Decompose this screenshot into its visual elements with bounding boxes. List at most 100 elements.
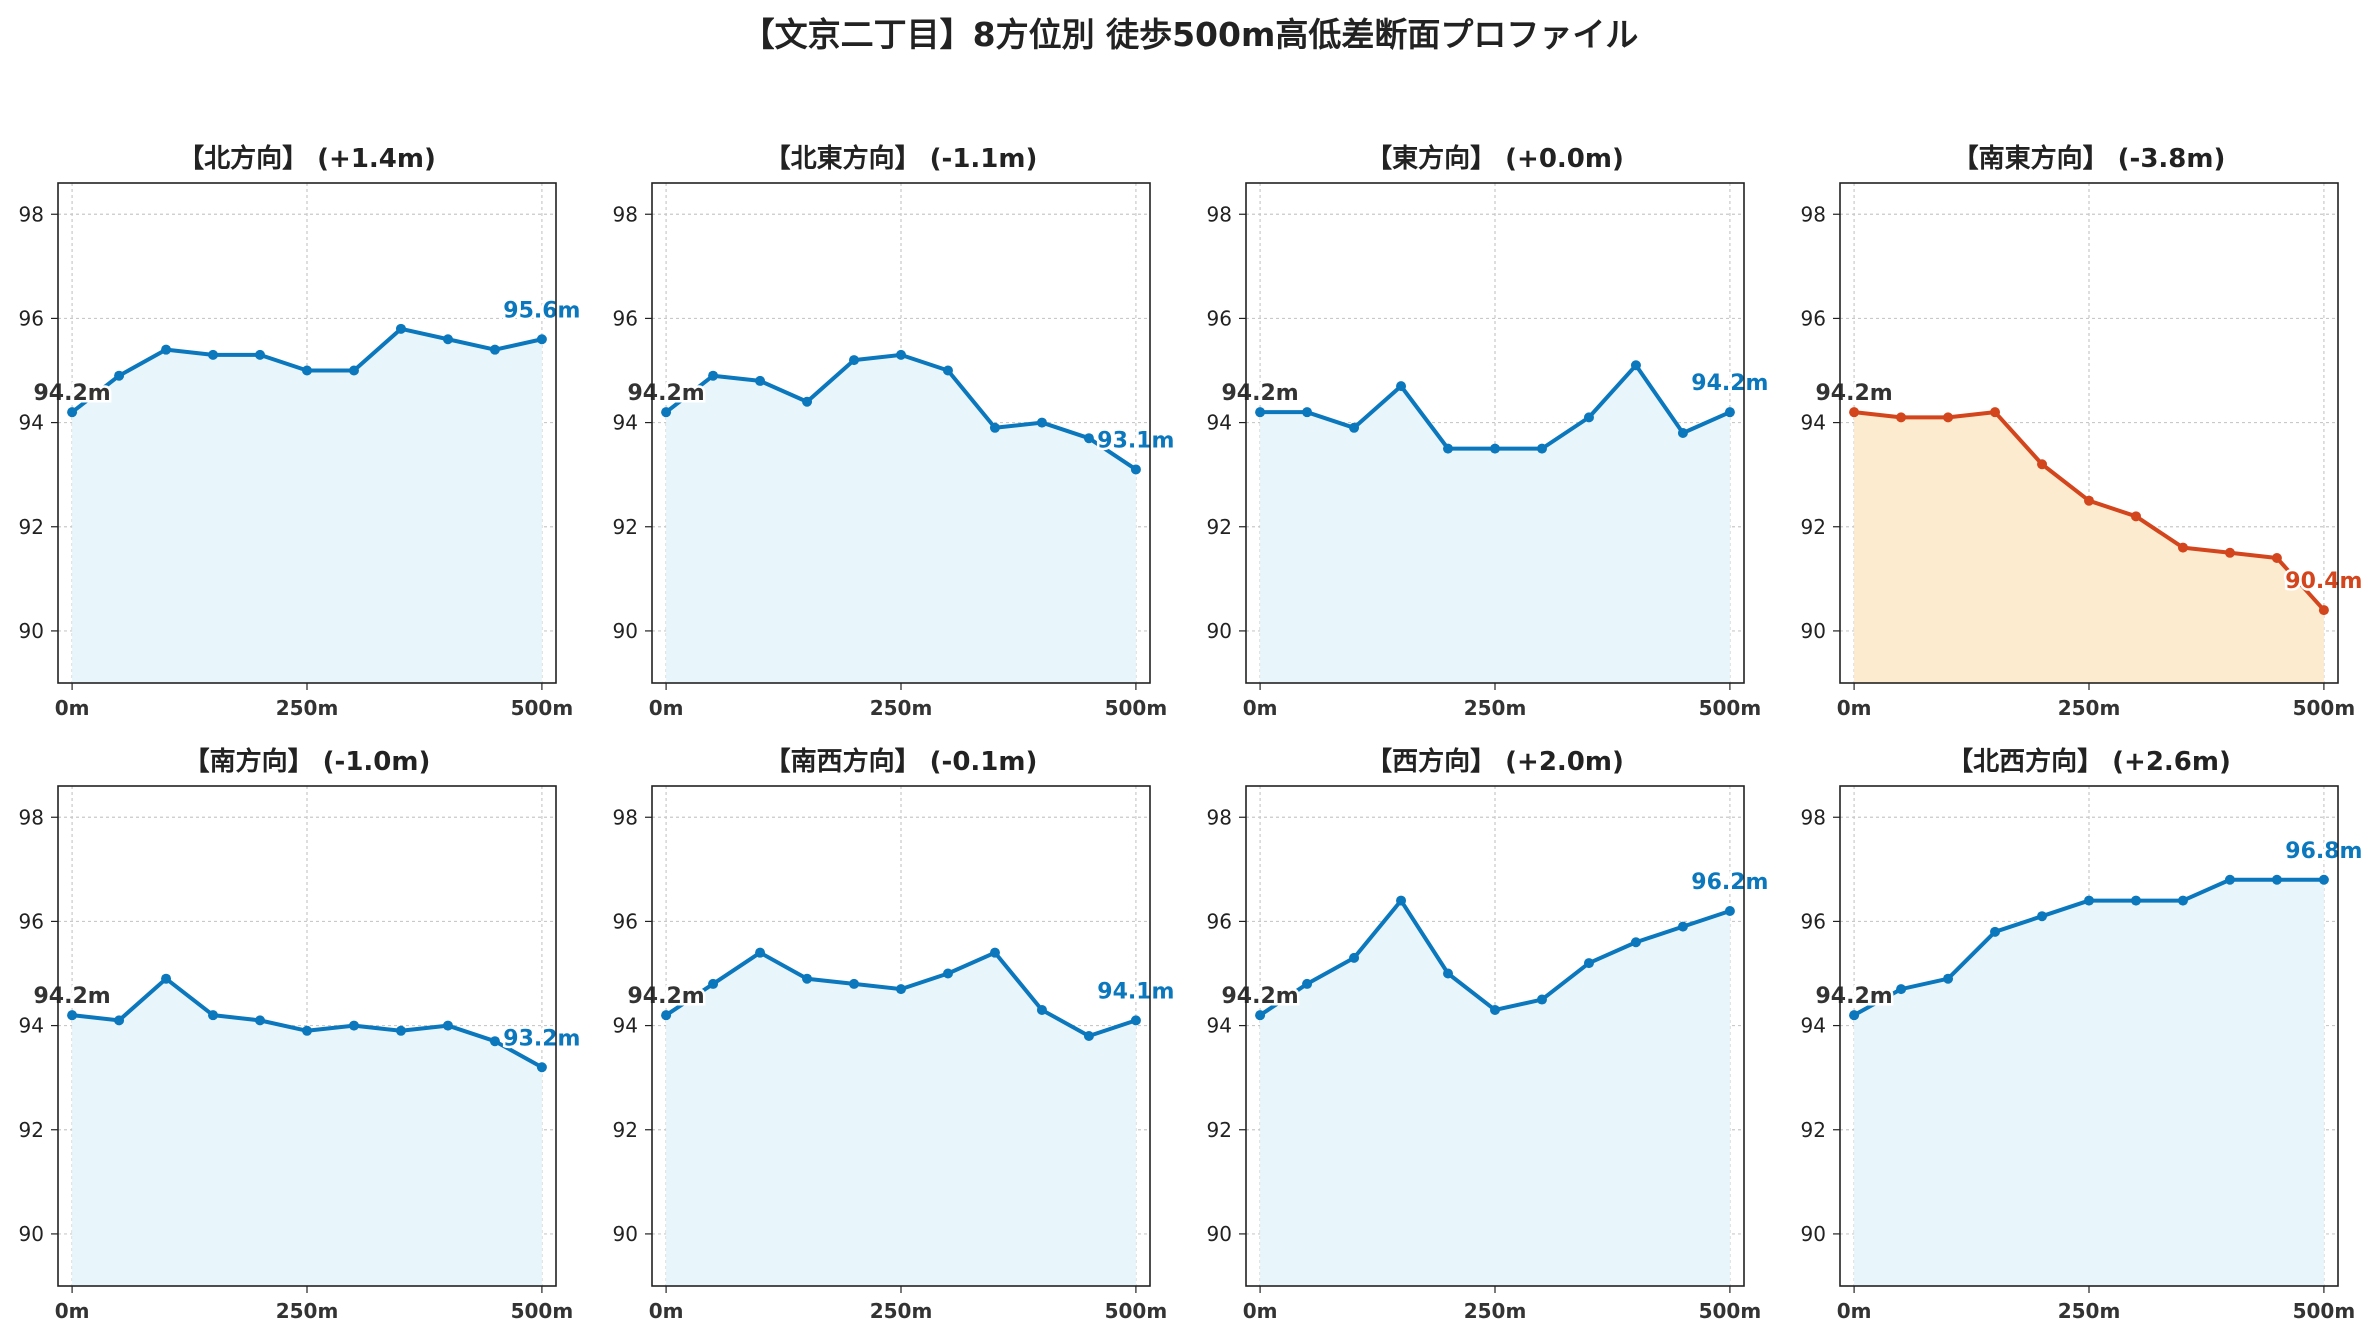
- data-point: [1396, 895, 1407, 906]
- chart-panel: 【東方向】 (+0.0m) 90 92 94 96 98 0m 250m 500m 94.2m 94…: [1207, 143, 1771, 720]
- x-tick-label: 500m: [1105, 696, 1168, 720]
- data-point: [661, 407, 672, 418]
- data-point: [1943, 412, 1954, 423]
- data-point: [1896, 412, 1907, 423]
- data-point: [942, 365, 953, 376]
- plot-frame: [1245, 785, 1745, 1287]
- y-tick-label: 96: [613, 909, 638, 933]
- y-tick-label: 90: [613, 1222, 638, 1246]
- x-tick-label: 0m: [649, 1299, 684, 1323]
- data-point: [1990, 926, 2001, 937]
- end-elevation-label: 93.2m: [503, 1026, 580, 1051]
- data-point: [2318, 874, 2329, 885]
- x-tick-label: 0m: [55, 696, 90, 720]
- end-elevation-label: 95.6m: [503, 298, 580, 323]
- y-tick-label: 96: [1207, 306, 1232, 330]
- x-tick-label: 500m: [511, 1299, 574, 1323]
- data-point: [208, 349, 219, 360]
- data-point: [161, 344, 172, 355]
- data-point: [489, 344, 500, 355]
- data-point: [802, 396, 813, 407]
- data-point: [1443, 443, 1454, 454]
- data-point: [989, 947, 1000, 958]
- y-tick-label: 94: [1207, 411, 1232, 435]
- y-tick-label: 90: [1801, 1222, 1826, 1246]
- x-tick-label: 500m: [1699, 696, 1762, 720]
- chart-panel: 【北東方向】 (-1.1m) 90 92 94 96 98 0m 250m 500m 94.2m 9…: [613, 143, 1177, 720]
- plot-frame: [57, 785, 557, 1287]
- data-point: [2271, 874, 2282, 885]
- data-point: [1536, 994, 1547, 1005]
- data-point: [1083, 1031, 1094, 1041]
- x-tick-label: 0m: [55, 1299, 90, 1323]
- data-point: [442, 1020, 453, 1031]
- y-tick-label: 96: [19, 306, 44, 330]
- start-elevation-label: 94.2m: [627, 984, 704, 1009]
- y-tick-label: 98: [1801, 202, 1826, 226]
- x-tick-label: 250m: [2058, 1299, 2121, 1323]
- chart-title: 【北西方向】 (+2.6m): [1947, 746, 2231, 777]
- y-tick-label: 98: [1207, 805, 1232, 829]
- chart-panel: 【北西方向】 (+2.6m) 90 92 94 96 98 0m 250m 500m 94.2m 9…: [1801, 746, 2365, 1323]
- x-tick-label: 0m: [649, 696, 684, 720]
- x-tick-label: 0m: [1243, 1299, 1278, 1323]
- data-point: [1583, 412, 1594, 423]
- y-tick-label: 96: [613, 306, 638, 330]
- y-tick-label: 92: [1801, 515, 1826, 539]
- x-tick-label: 0m: [1243, 696, 1278, 720]
- data-point: [2037, 911, 2048, 922]
- data-point: [67, 407, 78, 418]
- y-tick-label: 90: [1207, 619, 1232, 643]
- data-point: [1490, 1004, 1500, 1015]
- data-point: [2084, 895, 2094, 906]
- start-elevation-label: 94.2m: [1221, 381, 1298, 406]
- data-point: [67, 1010, 78, 1021]
- data-point: [849, 355, 860, 366]
- y-tick-label: 94: [613, 1014, 638, 1038]
- y-tick-label: 90: [1207, 1222, 1232, 1246]
- y-tick-label: 98: [1207, 202, 1232, 226]
- chart-title: 【南東方向】 (-3.8m): [1953, 143, 2226, 174]
- data-point: [1443, 968, 1454, 979]
- data-point: [942, 968, 953, 979]
- data-point: [1943, 973, 1954, 984]
- start-elevation-label: 94.2m: [627, 381, 704, 406]
- data-point: [536, 1062, 547, 1073]
- x-tick-label: 500m: [511, 696, 574, 720]
- data-point: [849, 978, 860, 989]
- data-point: [1130, 1015, 1141, 1026]
- chart-panel: 【南東方向】 (-3.8m) 90 92 94 96 98 0m 250m 500m 94.2m 9…: [1801, 143, 2365, 720]
- end-elevation-label: 96.8m: [2285, 839, 2362, 864]
- start-elevation-label: 94.2m: [33, 381, 110, 406]
- y-tick-label: 94: [1801, 411, 1826, 435]
- area-fill: [1260, 365, 1730, 683]
- data-point: [255, 1015, 266, 1026]
- data-point: [1990, 407, 2001, 418]
- data-point: [989, 422, 1000, 433]
- y-tick-label: 98: [613, 202, 638, 226]
- chart-panel: 【西方向】 (+2.0m) 90 92 94 96 98 0m 250m 500m 94.2m 96…: [1207, 746, 1771, 1323]
- x-tick-label: 250m: [2058, 696, 2121, 720]
- data-point: [708, 978, 719, 989]
- data-point: [1302, 407, 1313, 418]
- data-point: [2224, 874, 2235, 885]
- x-tick-label: 500m: [1699, 1299, 1762, 1323]
- y-tick-label: 92: [1801, 1118, 1826, 1142]
- data-point: [2130, 511, 2141, 522]
- data-point: [302, 365, 312, 376]
- chart-title: 【北方向】 (+1.4m): [178, 143, 436, 174]
- area-fill: [72, 978, 542, 1286]
- data-point: [1255, 407, 1266, 418]
- data-point: [442, 334, 453, 345]
- data-point: [708, 370, 719, 381]
- start-elevation-label: 94.2m: [1221, 984, 1298, 1009]
- y-tick-label: 98: [613, 805, 638, 829]
- start-elevation-label: 94.2m: [1815, 984, 1892, 1009]
- y-tick-label: 92: [1207, 515, 1232, 539]
- data-point: [1349, 422, 1360, 433]
- y-tick-label: 94: [613, 411, 638, 435]
- data-point: [1849, 1010, 1860, 1021]
- area-fill: [666, 952, 1136, 1286]
- plot-frame: [651, 785, 1151, 1287]
